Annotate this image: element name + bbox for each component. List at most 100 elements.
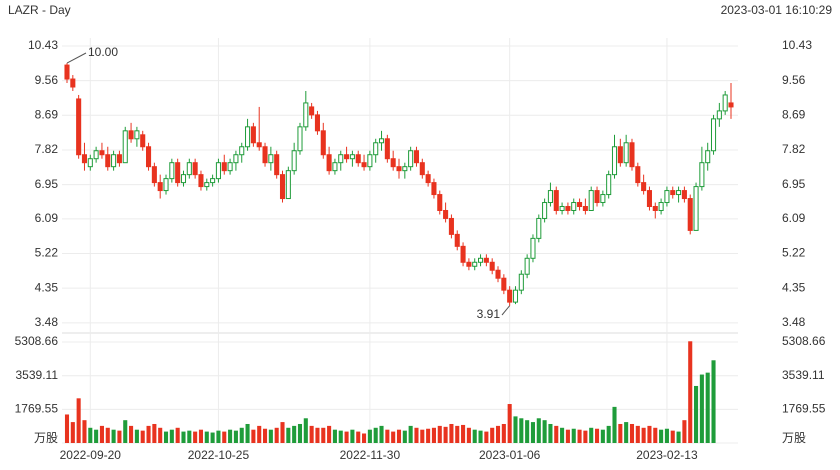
volume-bar (542, 420, 547, 443)
volume-bar (676, 431, 681, 443)
candle-body (687, 198, 693, 231)
volume-bar (158, 427, 163, 443)
candle-body (571, 202, 577, 211)
candle-body (664, 190, 670, 204)
volume-tick-label-right: 5308.66 (782, 334, 826, 348)
candle-body (338, 154, 344, 164)
volume-bar (682, 420, 687, 443)
volume-bar (624, 422, 629, 443)
volume-bar (99, 425, 104, 443)
candle-body (710, 118, 717, 152)
volume-bar (513, 416, 518, 443)
candle-body (239, 146, 245, 156)
volume-bar (688, 341, 693, 443)
volume-bar (146, 425, 151, 443)
candle-body (332, 162, 338, 172)
candle-body (466, 261, 472, 267)
volume-bar (426, 428, 431, 443)
candle-body (157, 182, 163, 192)
volume-bar (455, 425, 460, 443)
candle-body (454, 233, 460, 247)
volume-bar (565, 429, 570, 443)
candle-body (588, 190, 594, 211)
candle-body (192, 162, 198, 176)
chart-title: LAZR - Day (8, 3, 71, 17)
volume-bar (315, 427, 320, 443)
candle-body (361, 162, 367, 168)
volume-bar (635, 425, 640, 443)
volume-bar (117, 430, 122, 443)
candle-body (676, 190, 682, 196)
candle-body (489, 261, 495, 271)
volume-bar (64, 414, 70, 443)
volume-bar (699, 374, 704, 443)
volume-bar (519, 418, 524, 443)
volume-bar (356, 431, 361, 443)
volume-bar (694, 385, 699, 443)
volume-bar (309, 425, 314, 443)
volume-bar (362, 433, 367, 443)
volume-bar (251, 429, 256, 443)
candle-body (448, 217, 454, 235)
volume-tick-label-right: 3539.11 (782, 368, 825, 382)
y-tick-label: 3.48 (35, 315, 59, 329)
candle-body (443, 209, 449, 219)
candle-body (256, 142, 262, 148)
candle-body (728, 102, 734, 108)
volume-bar (612, 406, 617, 443)
volume-bar (659, 429, 664, 443)
volume-bar (431, 427, 436, 443)
volume-bar (560, 427, 565, 443)
volume-bar (490, 427, 495, 443)
volume-bar (321, 427, 326, 443)
candle-body (600, 194, 606, 204)
candle-body (274, 154, 280, 176)
volume-bar (105, 427, 110, 443)
candle-body (460, 245, 466, 263)
volume-bar (134, 429, 139, 443)
volume-bar (350, 429, 355, 443)
candle-body (582, 206, 588, 211)
candle-body (349, 154, 355, 160)
annotation-high: 10.00 (88, 45, 118, 59)
volume-bar (472, 429, 477, 443)
y-tick-label: 10.43 (28, 38, 58, 52)
candle-body (122, 130, 128, 164)
volume-bar (239, 427, 244, 443)
candle-body (722, 94, 728, 112)
candle-body (344, 154, 350, 160)
volume-bar (501, 423, 506, 443)
volume-bar (373, 427, 378, 443)
candle-body (472, 261, 478, 267)
volume-bar (245, 423, 250, 443)
candle-body (105, 154, 111, 168)
candle-body (547, 190, 553, 204)
candle-body (227, 162, 233, 172)
volume-tick-label-right: 万股 (782, 431, 806, 445)
volume-bar (466, 427, 471, 443)
volume-bar (554, 425, 559, 443)
candle-body (413, 150, 420, 164)
volume-bar (292, 425, 297, 443)
y-tick-label-right: 9.56 (782, 73, 806, 87)
candle-body (512, 289, 519, 303)
candle-body (652, 206, 658, 211)
candle-body (524, 257, 530, 275)
candle-body (186, 162, 192, 176)
candle-body (93, 150, 99, 160)
candle-body (285, 170, 291, 200)
volume-bar (187, 430, 192, 443)
candle-body (606, 174, 612, 196)
volume-bar (367, 429, 372, 443)
timestamp: 2023-03-01 16:10:29 (721, 3, 833, 17)
candle-body (425, 174, 431, 184)
candle-body (553, 190, 559, 211)
candle-body (245, 126, 251, 148)
candle-body (320, 130, 326, 156)
y-tick-label-right: 5.22 (782, 246, 806, 260)
volume-bar (589, 427, 594, 443)
volume-tick-label: 5308.66 (15, 334, 59, 348)
y-tick-label: 5.22 (35, 246, 59, 260)
volume-bar (606, 425, 611, 443)
